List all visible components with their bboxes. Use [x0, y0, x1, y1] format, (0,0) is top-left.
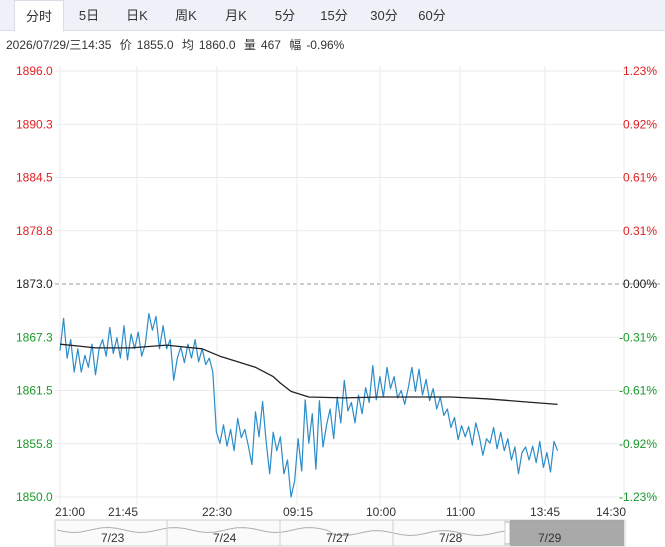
range-navigator[interactable]: 7/23 7/24 7/27 7/28 7/29 [54, 519, 626, 547]
tab-monthly-k[interactable]: 月K [225, 8, 247, 23]
y-tick-label-right: 0.92% [623, 117, 657, 131]
navigator-history-line [56, 526, 508, 537]
y-tick-label-right: 1.23% [623, 64, 657, 78]
tab-30min[interactable]: 30分 [370, 8, 398, 23]
x-tick-label: 09:15 [283, 505, 313, 519]
navigator-handle-left [504, 521, 511, 545]
navigator-date-label: 7/28 [439, 531, 463, 545]
tab-weekly-k[interactable]: 周K [175, 8, 197, 23]
x-tick-label: 21:00 [55, 505, 85, 519]
tab-5day[interactable]: 5日 [78, 8, 100, 23]
y-tick-label-right: 0.31% [623, 224, 657, 238]
x-axis-labels: 21:00 21:45 22:30 09:15 10:00 11:00 13:45 14:30 [55, 505, 626, 519]
info-vol: 467 [260, 38, 281, 52]
y-tick-label-right: 0.61% [623, 171, 657, 185]
y-tick-label-left: 1890.3 [16, 117, 53, 131]
y-tick-label-right: -0.61% [619, 384, 657, 398]
y-tick-label-left: 1873.0 [16, 277, 53, 291]
series-layer [59, 313, 559, 498]
navigator-selection [510, 520, 624, 546]
info-price-label: 价 [119, 38, 132, 52]
x-tick-label: 11:00 [446, 505, 475, 519]
navigator-date-label: 7/24 [213, 531, 237, 545]
tab-15min[interactable]: 15分 [320, 8, 348, 23]
tab-fenshi[interactable]: 分时 [14, 0, 64, 32]
y-tick-label-left: 1884.5 [16, 171, 53, 185]
price-line [59, 313, 559, 498]
y-tick-label-right: 0.00% [623, 277, 657, 291]
grid [55, 66, 660, 505]
info-chg-label: 幅 [289, 38, 302, 52]
y-tick-label-left: 1896.0 [16, 64, 53, 78]
info-price: 1855.0 [136, 38, 174, 52]
y-tick-label-left: 1861.5 [16, 384, 53, 398]
x-tick-label: 22:30 [202, 505, 232, 519]
tab-5min[interactable]: 5分 [274, 8, 296, 23]
intraday-chart[interactable]: 1896.0 1890.3 1884.5 1878.8 1873.0 1867.3 1861… [0, 59, 665, 547]
y-tick-label-left: 1850.0 [16, 490, 53, 504]
x-tick-label: 13:45 [530, 505, 560, 519]
x-tick-label: 21:45 [108, 505, 138, 519]
y-tick-label-right: -0.31% [619, 330, 657, 344]
info-vol-label: 量 [243, 38, 256, 52]
info-avg: 1860.0 [198, 38, 236, 52]
quote-info-bar: 2026/07/29/三14:35 价 1855.0 均 1860.0 量 467 幅… [0, 31, 665, 59]
y-tick-label-left: 1867.3 [16, 330, 53, 344]
info-avg-label: 均 [181, 38, 194, 52]
x-tick-label: 14:30 [596, 505, 626, 519]
y-tick-label-right: -1.23% [619, 490, 657, 504]
y-tick-label-right: -0.92% [619, 437, 657, 451]
y-tick-label-left: 1855.8 [16, 437, 53, 451]
period-tab-bar: 分时 5日 日K 周K 月K 5分 15分 30分 60分 [0, 0, 665, 32]
tab-daily-k[interactable]: 日K [126, 8, 148, 23]
average-price-line [59, 343, 558, 406]
y-axis-right-labels: 1.23% 0.92% 0.61% 0.31% 0.00% -0.31% -0.61% -0.… [619, 64, 657, 504]
y-axis-left-labels: 1896.0 1890.3 1884.5 1878.8 1873.0 1867.3 1861… [16, 64, 53, 504]
tab-60min[interactable]: 60分 [418, 8, 446, 23]
navigator-date-label: 7/23 [101, 531, 125, 545]
x-tick-label: 10:00 [366, 505, 396, 519]
navigator-date-label: 7/29 [538, 531, 562, 545]
y-tick-label-left: 1878.8 [16, 224, 53, 238]
navigator-date-label: 7/27 [326, 531, 350, 545]
info-datetime: 2026/07/29/三14:35 [6, 38, 112, 52]
info-chg: -0.96% [306, 38, 345, 52]
